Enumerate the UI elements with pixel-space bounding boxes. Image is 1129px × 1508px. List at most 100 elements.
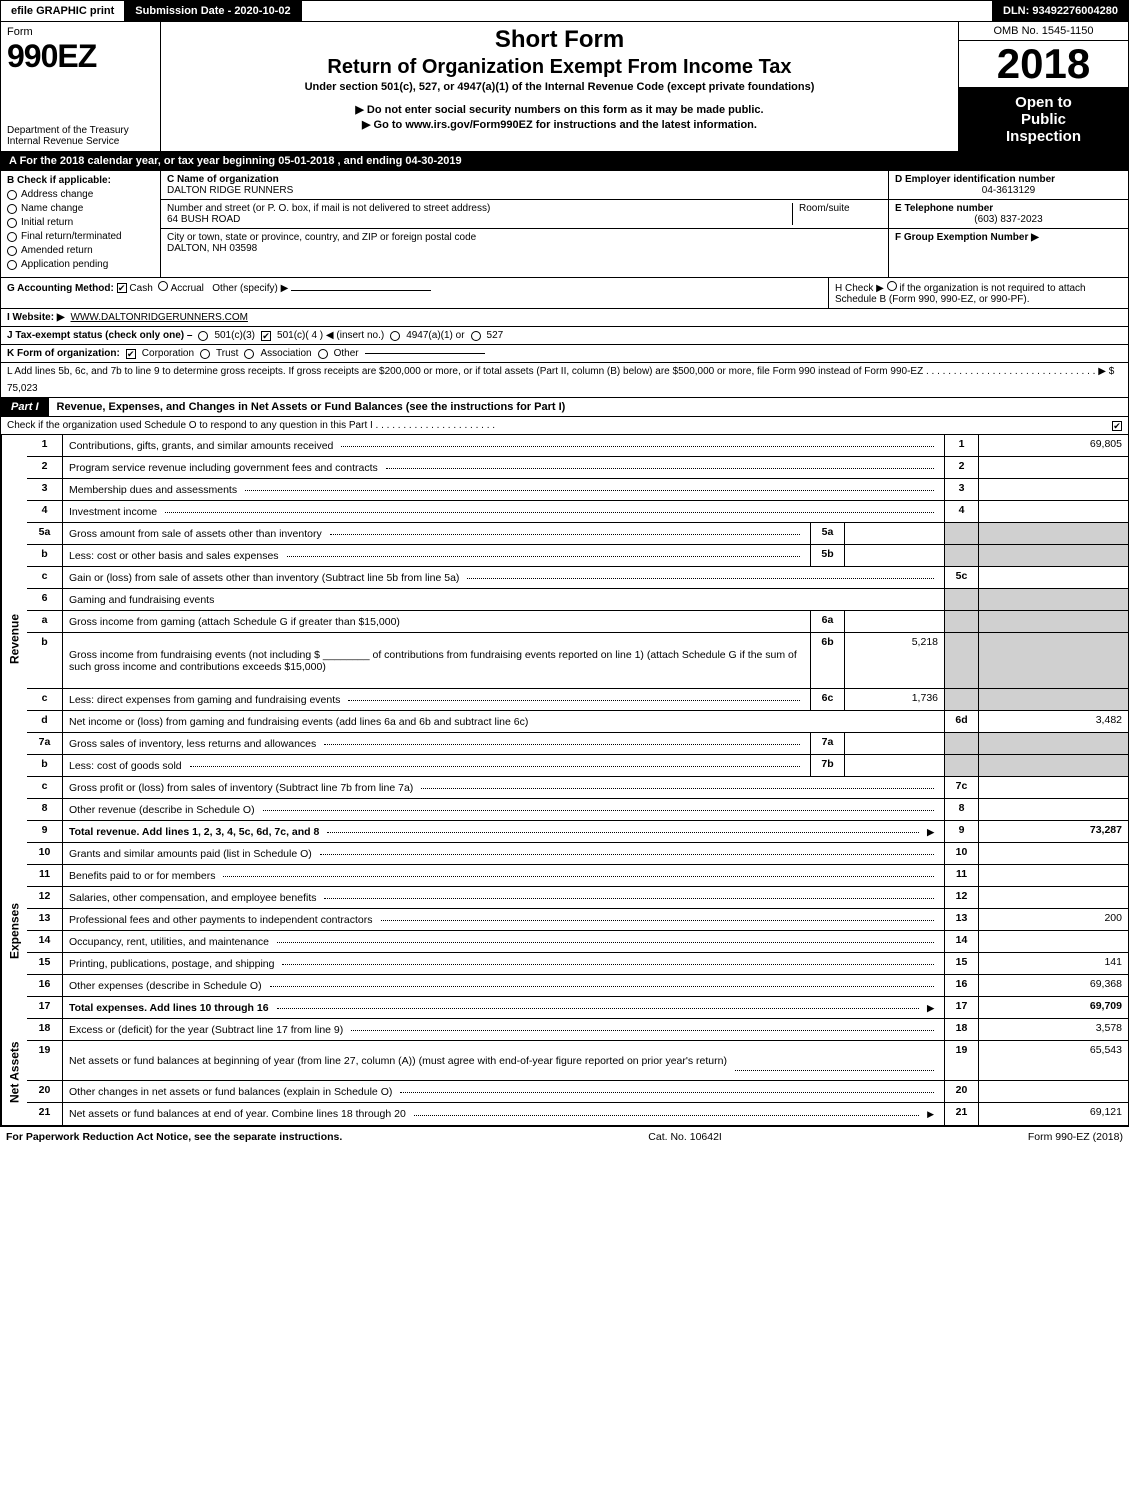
- note-ssn: ▶ Do not enter social security numbers o…: [169, 103, 950, 116]
- form-word: Form: [7, 26, 154, 38]
- line-subval: [844, 755, 944, 776]
- city-value: DALTON, NH 03598: [167, 243, 882, 254]
- line-rnum: 18: [944, 1019, 978, 1040]
- line-num: a: [27, 611, 63, 632]
- header-left: Form 990EZ Department of the Treasury In…: [1, 22, 161, 151]
- line-num: 21: [27, 1103, 63, 1125]
- part-1-header: Part I Revenue, Expenses, and Changes in…: [0, 398, 1129, 417]
- lbl-501c3: 501(c)(3): [214, 330, 255, 341]
- chk-cash[interactable]: [117, 283, 127, 293]
- net-assets-label: Net Assets: [1, 1019, 27, 1125]
- k-label: K Form of organization:: [7, 348, 120, 359]
- line-num: 12: [27, 887, 63, 908]
- col-b-title: B Check if applicable:: [7, 175, 154, 186]
- line-rval: 141: [978, 953, 1128, 974]
- line-rval: 69,709: [978, 997, 1128, 1018]
- website-label: I Website: ▶: [7, 312, 65, 323]
- group-exemption-label: F Group Exemption Number ▶: [895, 232, 1122, 243]
- chk-initial-return[interactable]: [7, 218, 17, 228]
- lbl-other-org: Other: [334, 348, 359, 359]
- line-rval: 65,543: [978, 1041, 1128, 1080]
- line-rnum: 2: [944, 457, 978, 478]
- chk-schedule-o[interactable]: [1112, 421, 1122, 431]
- arrow-icon: [927, 826, 938, 838]
- line-subnum: 6b: [810, 633, 844, 688]
- chk-schedule-b[interactable]: [887, 281, 897, 291]
- chk-association[interactable]: [244, 349, 254, 359]
- chk-name-change[interactable]: [7, 204, 17, 214]
- chk-trust[interactable]: [200, 349, 210, 359]
- line-rval: [978, 777, 1128, 798]
- header-mid: Short Form Return of Organization Exempt…: [161, 22, 958, 151]
- line-desc: Gross profit or (loss) from sales of inv…: [69, 782, 413, 794]
- form-number: 990EZ: [7, 38, 154, 75]
- line-subval: 5,218: [844, 633, 944, 688]
- line-subnum: 7a: [810, 733, 844, 754]
- line-desc: Contributions, gifts, grants, and simila…: [69, 440, 333, 452]
- tel-label: E Telephone number: [895, 203, 1122, 214]
- net-assets-section: Net Assets 18Excess or (deficit) for the…: [0, 1019, 1129, 1126]
- period-prefix: A For the 2018 calendar year, or tax yea…: [9, 155, 278, 167]
- dln: DLN: 93492276004280: [992, 1, 1128, 21]
- line-desc: Program service revenue including govern…: [69, 462, 378, 474]
- period-end: 04-30-2019: [405, 155, 461, 167]
- part-1-check-text: Check if the organization used Schedule …: [7, 420, 1106, 431]
- line-subval: [844, 545, 944, 566]
- city-label: City or town, state or province, country…: [167, 232, 882, 243]
- line-num: 9: [27, 821, 63, 842]
- line-desc: Gain or (loss) from sale of assets other…: [69, 572, 459, 584]
- chk-accrual[interactable]: [158, 281, 168, 291]
- line-rnum: 16: [944, 975, 978, 996]
- line-subnum: 6c: [810, 689, 844, 710]
- line-desc: Gaming and fundraising events: [69, 594, 214, 606]
- line-num: 17: [27, 997, 63, 1018]
- chk-other-org[interactable]: [318, 349, 328, 359]
- line-desc: Net assets or fund balances at beginning…: [69, 1055, 727, 1067]
- line-num: b: [27, 755, 63, 776]
- other-org-field[interactable]: [365, 353, 485, 354]
- chk-final-return[interactable]: [7, 232, 17, 242]
- line-rval-shade: [978, 733, 1128, 754]
- chk-527[interactable]: [471, 331, 481, 341]
- chk-corporation[interactable]: [126, 349, 136, 359]
- col-d-identifiers: D Employer identification number 04-3613…: [888, 171, 1128, 277]
- expenses-label: Expenses: [1, 843, 27, 1019]
- expenses-section: Expenses 10Grants and similar amounts pa…: [0, 843, 1129, 1019]
- lbl-association: Association: [260, 348, 311, 359]
- chk-501c3[interactable]: [198, 331, 208, 341]
- other-specify-field[interactable]: [291, 290, 431, 291]
- col-b-checkboxes: B Check if applicable: Address change Na…: [1, 171, 161, 277]
- info-grid: B Check if applicable: Address change Na…: [0, 171, 1129, 278]
- lbl-trust: Trust: [216, 348, 238, 359]
- line-num: c: [27, 689, 63, 710]
- form-no-footer: Form 990-EZ (2018): [1028, 1131, 1123, 1143]
- line-desc: Gross sales of inventory, less returns a…: [69, 738, 316, 750]
- revenue-section: Revenue 1Contributions, gifts, grants, a…: [0, 435, 1129, 843]
- l-text: L Add lines 5b, 6c, and 7b to line 9 to …: [7, 366, 1114, 377]
- arrow-icon: [927, 1108, 938, 1120]
- chk-amended-return[interactable]: [7, 246, 17, 256]
- line-desc: Total expenses. Add lines 10 through 16: [69, 1002, 269, 1014]
- line-rnum: 21: [944, 1103, 978, 1125]
- line-rval: 73,287: [978, 821, 1128, 842]
- line-num: 7a: [27, 733, 63, 754]
- ein-label: D Employer identification number: [895, 174, 1122, 185]
- arrow-icon: [927, 1002, 938, 1014]
- chk-application-pending[interactable]: [7, 260, 17, 270]
- chk-501c[interactable]: [261, 331, 271, 341]
- line-rval: [978, 567, 1128, 588]
- line-rnum-shade: [944, 755, 978, 776]
- line-rnum: 4: [944, 501, 978, 522]
- chk-address-change[interactable]: [7, 190, 17, 200]
- line-rval: 69,805: [978, 435, 1128, 456]
- line-rnum-shade: [944, 633, 978, 688]
- row-l-gross-receipts: L Add lines 5b, 6c, and 7b to line 9 to …: [0, 363, 1129, 398]
- chk-4947[interactable]: [390, 331, 400, 341]
- dept-line-1: Department of the Treasury: [7, 125, 154, 136]
- line-rnum-shade: [944, 611, 978, 632]
- line-rnum-shade: [944, 545, 978, 566]
- line-num: 1: [27, 435, 63, 456]
- line-subval: [844, 611, 944, 632]
- line-subval: 1,736: [844, 689, 944, 710]
- line-rnum: 3: [944, 479, 978, 500]
